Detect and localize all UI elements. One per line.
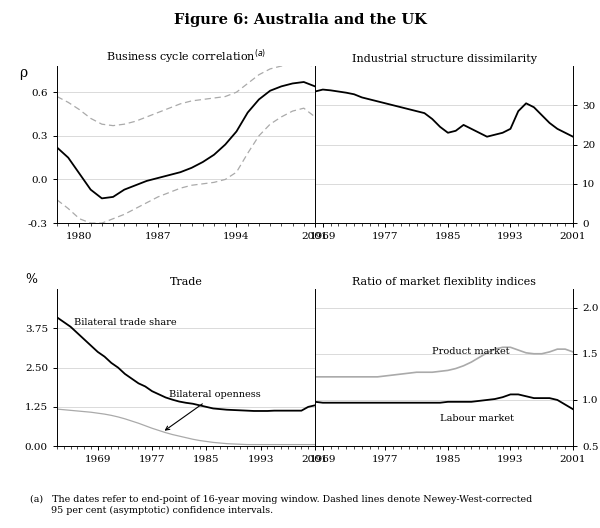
Title: Business cycle correlation$^{(a)}$: Business cycle correlation$^{(a)}$ [106,48,266,66]
Title: Trade: Trade [170,277,202,287]
Title: Ratio of market flexiblity indices: Ratio of market flexiblity indices [352,277,536,287]
Text: ρ: ρ [19,66,28,80]
Text: Bilateral openness: Bilateral openness [166,391,261,430]
Text: Bilateral trade share: Bilateral trade share [74,318,176,327]
Text: Figure 6: Australia and the UK: Figure 6: Australia and the UK [173,13,427,27]
Text: Labour market: Labour market [440,414,514,423]
Text: Product market: Product market [432,347,510,356]
Text: (a)   The dates refer to end-point of 16-year moving window. Dashed lines denote: (a) The dates refer to end-point of 16-y… [30,495,532,515]
Title: Industrial structure dissimilarity: Industrial structure dissimilarity [352,54,536,64]
Text: %: % [25,273,37,286]
